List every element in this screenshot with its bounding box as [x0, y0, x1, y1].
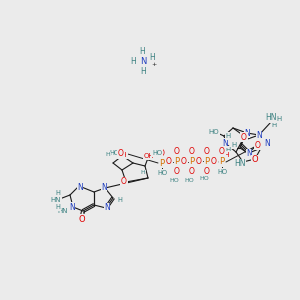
Text: H: H	[272, 122, 277, 128]
Text: H: H	[225, 133, 231, 139]
Text: OH: OH	[117, 152, 127, 158]
Text: O: O	[174, 167, 180, 176]
Text: HN: HN	[51, 197, 61, 203]
Text: N: N	[104, 203, 110, 212]
Text: O: O	[79, 214, 85, 224]
Text: H: H	[130, 58, 136, 67]
Text: N: N	[256, 131, 262, 140]
Text: N: N	[246, 149, 252, 158]
Text: N: N	[77, 182, 83, 191]
Text: H: H	[231, 142, 237, 148]
Text: H: H	[106, 152, 110, 158]
Text: O: O	[196, 157, 202, 166]
Text: H: H	[56, 204, 60, 210]
Text: N: N	[244, 128, 250, 137]
Text: HO: HO	[157, 170, 167, 176]
Text: O: O	[181, 158, 187, 166]
Text: HO: HO	[184, 178, 194, 182]
Text: HO: HO	[199, 176, 209, 181]
Text: OH: OH	[220, 152, 230, 158]
Text: HO: HO	[217, 169, 227, 175]
Text: P: P	[204, 157, 210, 166]
Text: HO: HO	[152, 150, 162, 156]
Text: P: P	[189, 158, 195, 166]
Text: O: O	[159, 148, 165, 158]
Text: H: H	[276, 116, 282, 122]
Text: O: O	[189, 148, 195, 157]
Text: H: H	[118, 197, 122, 203]
Text: HN: HN	[58, 208, 68, 214]
Text: HO: HO	[209, 129, 219, 135]
Text: +: +	[152, 62, 157, 68]
Text: H: H	[139, 47, 145, 56]
Text: O: O	[252, 155, 258, 164]
Text: OH: OH	[144, 153, 154, 159]
Text: O: O	[166, 158, 172, 166]
Text: O: O	[189, 167, 195, 176]
Text: H: H	[149, 53, 155, 62]
Text: H: H	[225, 147, 231, 153]
Text: N: N	[140, 58, 146, 67]
Text: H: H	[141, 170, 146, 175]
Text: N: N	[222, 139, 228, 148]
Text: H: H	[140, 68, 146, 76]
Text: N: N	[264, 139, 270, 148]
Text: O: O	[211, 157, 217, 166]
Text: HO: HO	[109, 150, 119, 156]
Text: P: P	[159, 158, 165, 167]
Text: O: O	[241, 133, 247, 142]
Text: O: O	[204, 167, 210, 176]
Text: P: P	[219, 158, 225, 166]
Text: P: P	[174, 158, 180, 166]
Text: O: O	[174, 148, 180, 157]
Text: O: O	[204, 146, 210, 155]
Text: O: O	[255, 140, 261, 149]
Text: O: O	[118, 149, 124, 158]
Text: HO: HO	[169, 178, 179, 182]
Text: HN: HN	[265, 113, 277, 122]
Text: O: O	[219, 148, 225, 157]
Text: N: N	[69, 202, 75, 211]
Text: N: N	[101, 184, 107, 193]
Text: HN: HN	[234, 160, 246, 169]
Text: H: H	[56, 190, 60, 196]
Text: O: O	[121, 178, 127, 187]
